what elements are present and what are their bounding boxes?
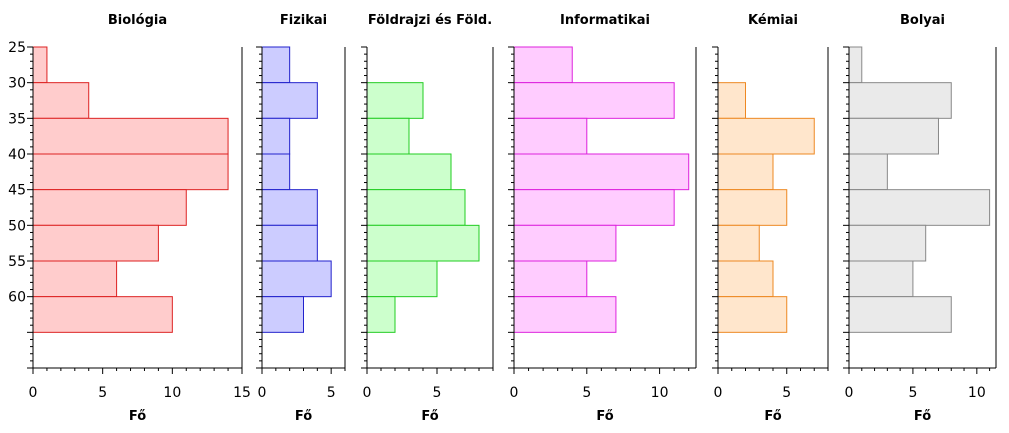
histogram-bar [32,117,229,155]
histogram-bar [848,82,952,119]
y-tick-label: 30 [8,76,26,92]
x-tick-label: 0 [714,385,723,401]
x-tick-label: 5 [908,385,917,401]
y-tick-label: 45 [8,183,26,199]
x-tick-label: 15 [233,385,251,401]
x-tick-label: 0 [363,385,372,401]
histogram-bar [366,153,452,191]
x-tick-label: 5 [327,385,336,401]
histogram-bar [848,117,939,155]
y-tick-label: 25 [8,40,26,56]
histogram-bar [32,224,159,262]
x-tick-label: 5 [582,385,591,401]
histogram-bar [848,296,952,333]
histogram-bar [848,153,888,191]
histogram-bar [513,260,588,298]
histogram-bar [366,117,410,155]
histogram-bar [717,117,815,155]
histogram-bar [366,82,424,119]
panel-title: Kémiai [748,13,798,28]
histogram-bar [513,46,573,84]
histogram-bar [513,189,675,226]
histogram-bar [513,82,675,119]
panel-title: Bolyai [900,13,945,28]
x-axis-label: Fő [295,409,312,424]
histogram-bar [848,260,914,298]
x-axis-label: Fő [764,409,781,424]
histogram-bar [261,46,291,84]
x-tick-label: 5 [782,385,791,401]
histogram-bar [848,224,927,262]
panel-title: Földrajzi és Föld. [368,13,492,28]
histogram-bar [513,224,617,262]
x-tick-label: 0 [845,385,854,401]
histogram-bar [261,82,318,119]
histogram-bar [261,260,332,298]
panel-title: Biológia [108,13,167,28]
x-axis-label: Fő [596,409,613,424]
histogram-bar [717,296,788,333]
histogram-bar [32,260,118,298]
x-tick-label: 10 [651,385,669,401]
x-tick-label: 5 [433,385,442,401]
x-tick-label: 0 [510,385,519,401]
histogram-bar [848,46,863,84]
histogram-bar [32,189,187,226]
histogram-bar [366,260,438,298]
y-tick-label: 60 [8,290,26,306]
x-tick-label: 10 [968,385,986,401]
histogram-bar [261,117,291,155]
histogram-bar [261,224,318,262]
histogram-bar [32,153,229,191]
y-tick-label: 55 [8,254,26,270]
y-tick-label: 50 [8,218,26,234]
panel-title: Informatikai [560,13,650,28]
x-tick-label: 0 [258,385,267,401]
histogram-bar [717,82,746,119]
histogram-bar [848,189,991,226]
histogram-bar [513,296,617,333]
histogram-bar [366,224,480,262]
y-tick-label: 35 [8,111,26,127]
histogram-bar [717,260,774,298]
histogram-bar [261,153,291,191]
x-axis-label: Fő [129,409,146,424]
histogram-bar [261,296,304,333]
x-tick-label: 5 [98,385,107,401]
x-tick-label: 0 [29,385,38,401]
histogram-bar [513,153,690,191]
x-tick-label: 10 [163,385,181,401]
histogram-bar [32,82,90,119]
y-tick-label: 40 [8,147,26,163]
x-axis-label: Fő [421,409,438,424]
histogram-bar [261,189,318,226]
histogram-bar [513,117,588,155]
histogram-bar [717,189,788,226]
histogram-bar [717,153,774,191]
histogram-bar [32,46,48,84]
histogram-bar [32,296,173,333]
panel-title: Fizikai [280,13,327,28]
histogram-bar [366,296,396,333]
x-axis-label: Fő [914,409,931,424]
histogram-bar [366,189,466,226]
histogram-bar [717,224,760,262]
